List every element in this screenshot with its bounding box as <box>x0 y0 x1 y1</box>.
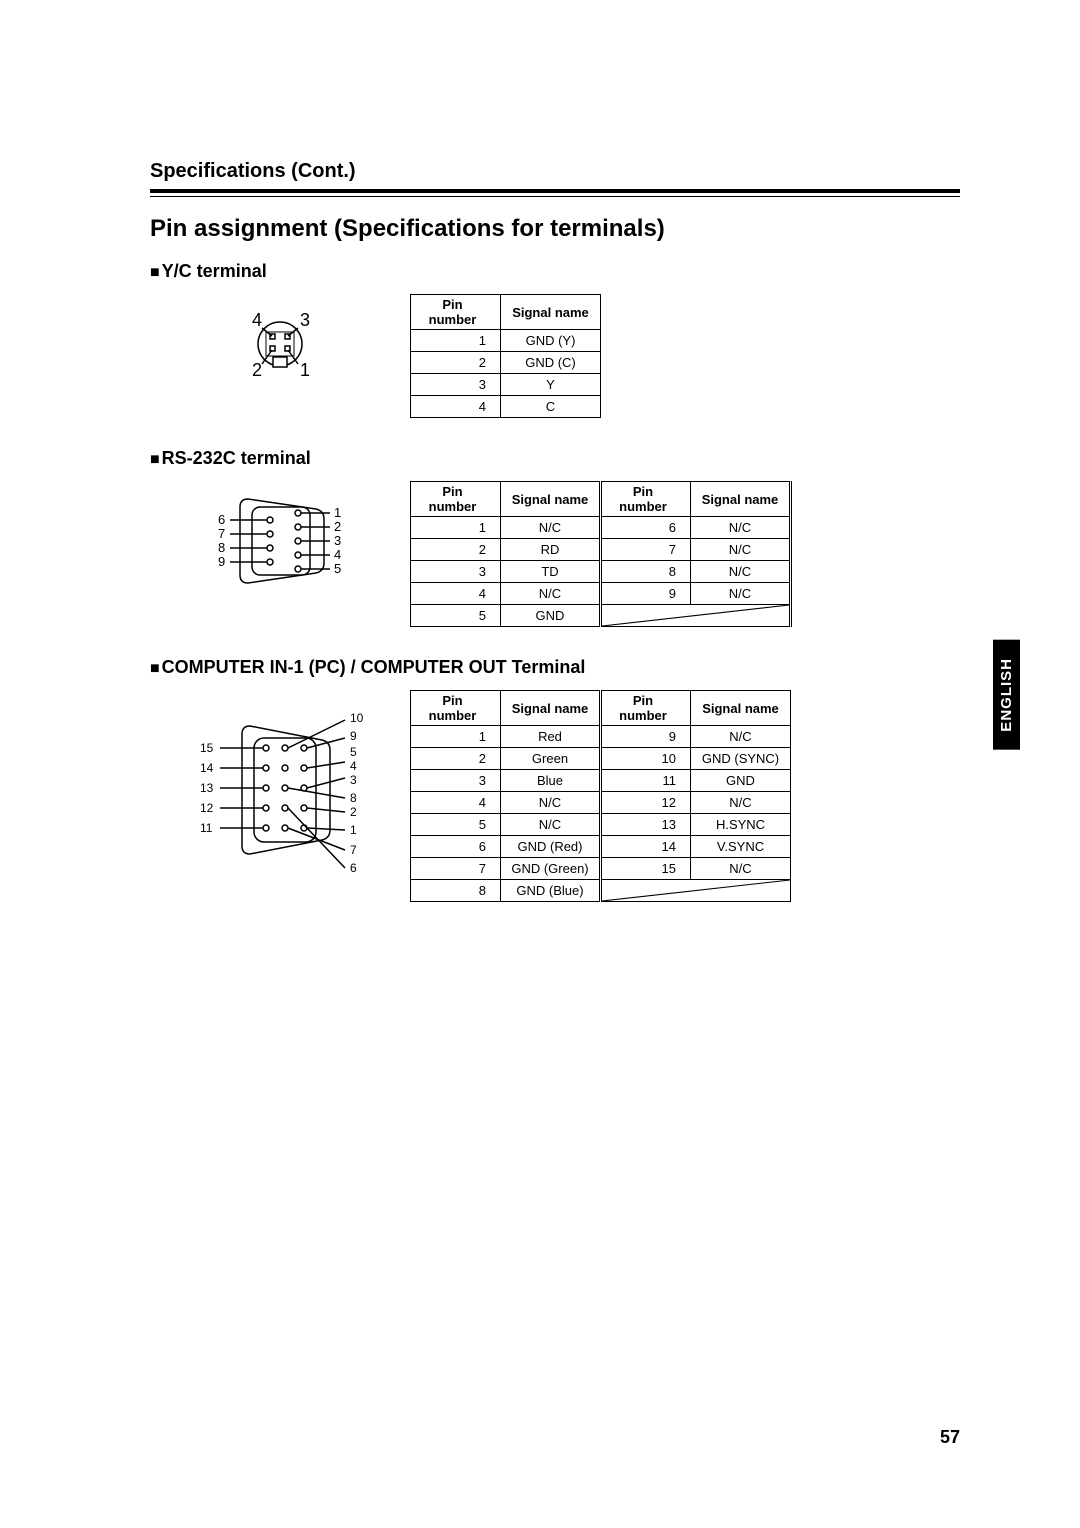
computer-title-text: COMPUTER IN-1 (PC) / COMPUTER OUT Termin… <box>162 657 586 677</box>
table-row: 5GND <box>411 605 791 627</box>
yc-label-1: 1 <box>300 360 310 380</box>
de-9-icon: 12345 6789 <box>170 481 390 601</box>
svg-text:11: 11 <box>200 821 213 835</box>
header-rule <box>150 189 960 197</box>
svg-text:6: 6 <box>218 512 225 527</box>
page-number: 57 <box>940 1427 960 1448</box>
yc-table-wrap: Pin number Signal name 1GND (Y) 2GND (C)… <box>410 294 601 418</box>
svg-text:8: 8 <box>218 540 225 555</box>
table-row: 3Y <box>411 374 601 396</box>
svg-text:4: 4 <box>334 547 341 562</box>
svg-text:9: 9 <box>218 554 225 569</box>
rs232c-title: ■RS-232C terminal <box>150 448 960 469</box>
table-row: 7GND (Green)15N/C <box>411 858 791 880</box>
table-row: 4N/C12N/C <box>411 792 791 814</box>
svg-text:3: 3 <box>334 533 341 548</box>
table-row: 4N/C 9N/C <box>411 583 791 605</box>
yc-label-3: 3 <box>300 310 310 330</box>
table-row: 3Blue11GND <box>411 770 791 792</box>
computer-table: Pin number Signal name Pin number Signal… <box>410 690 791 902</box>
svg-text:5: 5 <box>334 561 341 576</box>
table-row: 2Green10GND (SYNC) <box>411 748 791 770</box>
svg-text:15: 15 <box>200 741 214 755</box>
crossed-cell <box>601 880 791 902</box>
section-rs232c: ■RS-232C terminal <box>150 448 960 627</box>
page: Specifications (Cont.) Pin assignment (S… <box>0 0 1080 1528</box>
yc-table: Pin number Signal name 1GND (Y) 2GND (C)… <box>410 294 601 418</box>
svg-text:1: 1 <box>350 823 357 837</box>
svg-text:10: 10 <box>350 711 364 725</box>
language-tab: ENGLISH <box>993 640 1020 750</box>
rs232c-title-text: RS-232C terminal <box>162 448 311 468</box>
th-sig: Signal name <box>501 295 601 330</box>
svg-text:1: 1 <box>334 505 341 520</box>
computer-title: ■COMPUTER IN-1 (PC) / COMPUTER OUT Termi… <box>150 657 960 678</box>
svg-text:2: 2 <box>334 519 341 534</box>
rs232c-diagram: 12345 6789 <box>150 481 410 601</box>
svg-text:4: 4 <box>350 759 357 773</box>
svg-text:12: 12 <box>200 801 214 815</box>
table-row: 4C <box>411 396 601 418</box>
svg-text:8: 8 <box>350 791 357 805</box>
section-yc: ■Y/C terminal <box>150 261 960 418</box>
computer-table-wrap: Pin number Signal name Pin number Signal… <box>410 690 791 902</box>
svg-text:13: 13 <box>200 781 214 795</box>
svg-text:5: 5 <box>350 745 357 759</box>
section-computer: ■COMPUTER IN-1 (PC) / COMPUTER OUT Termi… <box>150 657 960 902</box>
table-row: 1GND (Y) <box>411 330 601 352</box>
rs232c-table: Pin number Signal name Pin number Signal… <box>410 481 792 627</box>
table-row: 1N/C 6N/C <box>411 517 791 539</box>
th-pin: Pin number <box>411 295 501 330</box>
svg-text:14: 14 <box>200 761 214 775</box>
table-row: 3TD 8N/C <box>411 561 791 583</box>
table-row: 2GND (C) <box>411 352 601 374</box>
specifications-cont-header: Specifications (Cont.) <box>150 160 960 183</box>
square-bullet-icon: ■ <box>150 451 160 468</box>
yc-title-text: Y/C terminal <box>162 261 267 281</box>
rs232c-table-wrap: Pin number Signal name Pin number Signal… <box>410 481 792 627</box>
svg-text:3: 3 <box>350 773 357 787</box>
table-row: 5N/C13H.SYNC <box>411 814 791 836</box>
computer-diagram: 15 14 13 12 11 10 9 54 3 8 2 1 7 6 <box>150 690 410 890</box>
mini-din-4-icon: 4 3 2 1 <box>200 294 360 394</box>
crossed-cell <box>601 605 791 627</box>
svg-text:7: 7 <box>218 526 225 541</box>
yc-title: ■Y/C terminal <box>150 261 960 282</box>
svg-text:7: 7 <box>350 843 357 857</box>
svg-text:2: 2 <box>350 805 357 819</box>
svg-text:6: 6 <box>350 861 357 875</box>
square-bullet-icon: ■ <box>150 264 160 281</box>
table-row: 1Red9N/C <box>411 726 791 748</box>
main-title: Pin assignment (Specifications for termi… <box>150 215 960 243</box>
yc-diagram: 4 3 2 1 <box>150 294 410 394</box>
yc-label-4: 4 <box>252 310 262 330</box>
table-row: 2RD 7N/C <box>411 539 791 561</box>
square-bullet-icon: ■ <box>150 660 160 677</box>
svg-text:9: 9 <box>350 729 357 743</box>
hd-15-icon: 15 14 13 12 11 10 9 54 3 8 2 1 7 6 <box>160 690 400 890</box>
table-row: 8GND (Blue) <box>411 880 791 902</box>
yc-label-2: 2 <box>252 360 262 380</box>
table-row: 6GND (Red)14V.SYNC <box>411 836 791 858</box>
